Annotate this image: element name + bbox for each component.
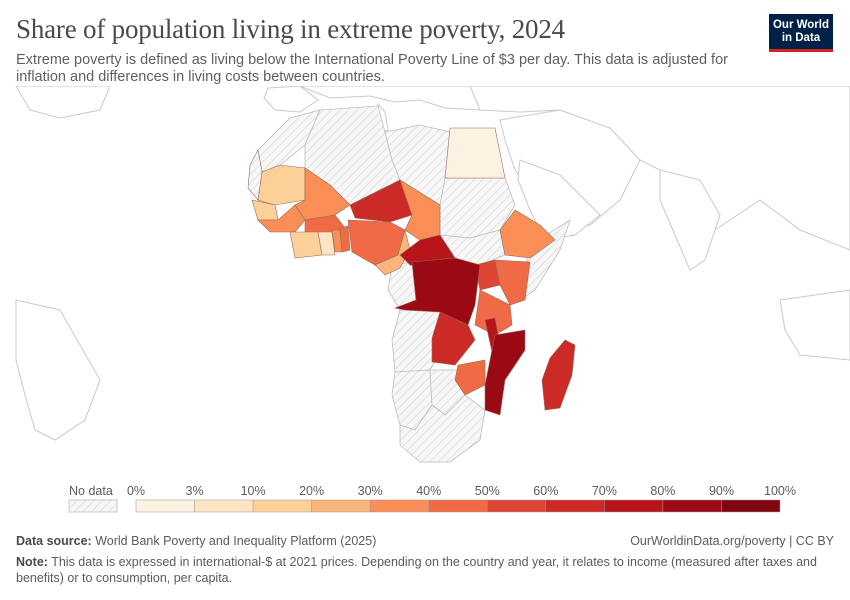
greenland-outline bbox=[15, 86, 111, 119]
legend-bin-4[interactable] bbox=[369, 499, 429, 513]
country-ethiopia bbox=[499, 209, 556, 259]
country-egypt bbox=[444, 127, 506, 179]
legend-tick-label: 80% bbox=[650, 484, 675, 498]
india-outline bbox=[659, 169, 721, 271]
legend-bin-0[interactable] bbox=[135, 499, 195, 513]
legend-bin-2[interactable] bbox=[252, 499, 312, 513]
country-niger bbox=[349, 179, 413, 223]
legend-tick-label: 40% bbox=[416, 484, 441, 498]
legend-bin-3[interactable] bbox=[311, 499, 371, 513]
note-line: Note: This data is expressed in internat… bbox=[16, 554, 834, 586]
australia-hint bbox=[779, 289, 850, 361]
iberia-outline bbox=[263, 86, 319, 113]
legend-tick-label: 100% bbox=[764, 484, 796, 498]
data-regions[interactable] bbox=[247, 127, 576, 416]
legend-bin-1[interactable] bbox=[194, 499, 254, 513]
footer: Data source: World Bank Poverty and Ineq… bbox=[16, 533, 834, 586]
surrounding-land bbox=[15, 86, 850, 441]
legend-bin-5[interactable] bbox=[428, 499, 488, 513]
legend-color-bins bbox=[135, 499, 781, 513]
country-benin bbox=[339, 225, 351, 253]
note-text: This data is expressed in international-… bbox=[16, 555, 817, 585]
legend-tick-label: 3% bbox=[186, 484, 204, 498]
source-link[interactable]: OurWorldinData.org/poverty | CC BY bbox=[630, 534, 834, 548]
no-data-swatch bbox=[68, 499, 118, 513]
legend: No data 0% 3% 10% 20% 30% 40% 50% 60% 70% 80% 90% 1… bbox=[68, 484, 796, 513]
country-tanzania bbox=[474, 289, 513, 336]
legend-bin-9[interactable] bbox=[662, 499, 722, 513]
legend-tick-labels: 0% 3% 10% 20% 30% 40% 50% 60% 70% 80% 90% 100% bbox=[127, 484, 796, 498]
europe-outline bbox=[299, 86, 481, 111]
country-kenya bbox=[494, 259, 531, 306]
country-mauritania bbox=[257, 164, 306, 206]
no-data-label: No data bbox=[69, 484, 113, 498]
country-zimbabwe bbox=[454, 359, 486, 396]
country-western-sahara bbox=[247, 149, 263, 201]
legend-bin-10[interactable] bbox=[721, 499, 781, 513]
africa-map bbox=[15, 86, 850, 463]
logo-line-1: Our World bbox=[772, 19, 829, 31]
note-label: Note: bbox=[16, 555, 48, 569]
legend-tick-label: 50% bbox=[475, 484, 500, 498]
chart-subtitle: Extreme poverty is defined as living bel… bbox=[16, 52, 728, 85]
legend-tick-label: 30% bbox=[358, 484, 383, 498]
legend-tick-label: 70% bbox=[592, 484, 617, 498]
chart-title: Share of population living in extreme po… bbox=[16, 14, 565, 44]
country-cote-divoire bbox=[289, 231, 323, 259]
source-text: World Bank Poverty and Inequality Platfo… bbox=[95, 534, 377, 548]
legend-bin-8[interactable] bbox=[604, 499, 664, 513]
legend-tick-label: 10% bbox=[241, 484, 266, 498]
logo-line-2: in Data bbox=[781, 32, 821, 44]
country-madagascar bbox=[541, 339, 576, 411]
legend-bin-6[interactable] bbox=[487, 499, 547, 513]
owid-logo[interactable]: Our World in Data bbox=[769, 14, 833, 52]
americas-outline bbox=[15, 299, 101, 441]
no-data-legend: No data bbox=[68, 484, 118, 513]
legend-tick-label: 60% bbox=[533, 484, 558, 498]
legend-tick-label: 90% bbox=[709, 484, 734, 498]
source-line: Data source: World Bank Poverty and Ineq… bbox=[16, 533, 376, 549]
country-ghana bbox=[317, 231, 336, 256]
no-data-regions bbox=[257, 105, 571, 463]
country-zambia bbox=[431, 311, 476, 366]
legend-tick-label: 20% bbox=[299, 484, 324, 498]
legend-bin-7[interactable] bbox=[545, 499, 605, 513]
country-mozambique bbox=[484, 329, 526, 416]
source-label: Data source: bbox=[16, 534, 92, 548]
legend-tick-label: 0% bbox=[127, 484, 145, 498]
